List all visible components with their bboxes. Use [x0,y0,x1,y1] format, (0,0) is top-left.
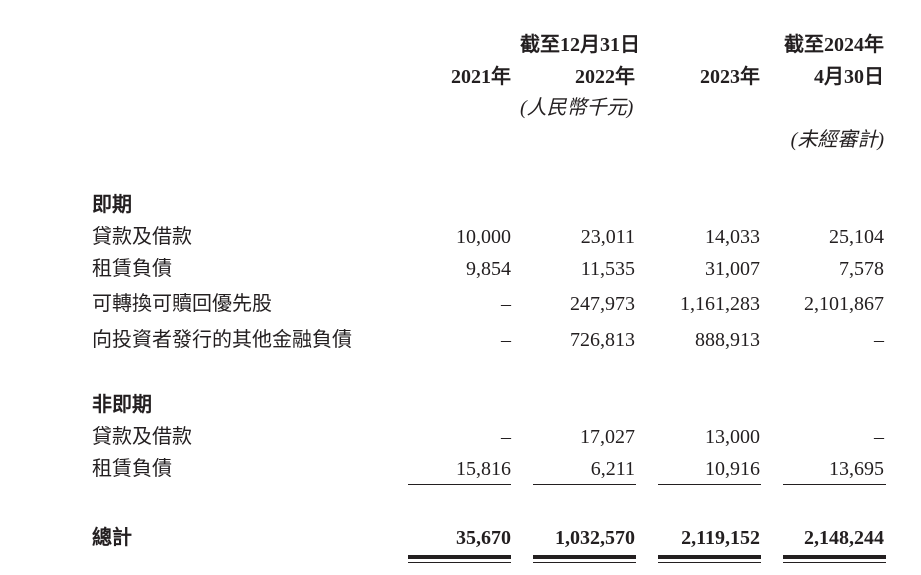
total-value: 2,148,244 [804,527,884,549]
cell-value: 6,211 [590,458,635,480]
column-header-2022: 2022年 [575,66,635,88]
subtotal-rule [533,562,636,563]
cell-value: 888,913 [695,329,760,351]
row-label: 租賃負債 [92,258,172,280]
cell-value: 10,000 [456,226,511,248]
total-double-rule [533,555,636,559]
cell-value: 2,101,867 [804,293,884,315]
column-header-2023: 2023年 [700,66,760,88]
cell-value: 14,033 [705,226,760,248]
section-title: 非即期 [92,394,152,416]
subtotal-rule [408,484,511,485]
unaudited-note: (未經審計) [790,129,884,151]
total-double-rule [658,555,761,559]
cell-value: 1,161,283 [680,293,760,315]
cell-value: 23,011 [580,226,635,248]
cell-value: 247,973 [570,293,635,315]
cell-value: 13,000 [705,426,760,448]
row-label: 可轉換可贖回優先股 [92,293,272,315]
cell-value: 31,007 [705,258,760,280]
section-title: 即期 [92,194,132,216]
cell-value: 7,578 [839,258,884,280]
cell-value: – [501,329,511,351]
cell-value: – [501,426,511,448]
total-value: 35,670 [456,527,511,549]
cell-value: 726,813 [570,329,635,351]
subtotal-rule [658,484,761,485]
total-double-rule [783,555,886,559]
cell-value: 15,816 [456,458,511,480]
total-value: 1,032,570 [555,527,635,549]
subtotal-rule [658,562,761,563]
subtotal-rule [533,484,636,485]
total-label: 總計 [92,527,132,549]
column-header-2024-apr: 4月30日 [814,66,884,88]
row-label: 向投資者發行的其他金融負債 [92,329,352,351]
currency-note: (人民幣千元) [520,97,634,119]
cell-value: – [874,426,884,448]
period-group-label: 截至12月31日 [520,34,640,56]
row-label: 貸款及借款 [92,426,192,448]
row-label: 貸款及借款 [92,226,192,248]
cell-value: 25,104 [829,226,884,248]
cell-value: 9,854 [466,258,511,280]
subtotal-rule [783,562,886,563]
cell-value: 13,695 [829,458,884,480]
column-header-2021: 2021年 [451,66,511,88]
cell-value: 11,535 [580,258,635,280]
cell-value: 10,916 [705,458,760,480]
row-label: 租賃負債 [92,458,172,480]
last-column-label-line1: 截至2024年 [784,34,884,56]
subtotal-rule [783,484,886,485]
cell-value: – [874,329,884,351]
cell-value: 17,027 [580,426,635,448]
total-value: 2,119,152 [681,527,760,549]
subtotal-rule [408,562,511,563]
total-double-rule [408,555,511,559]
cell-value: – [501,293,511,315]
